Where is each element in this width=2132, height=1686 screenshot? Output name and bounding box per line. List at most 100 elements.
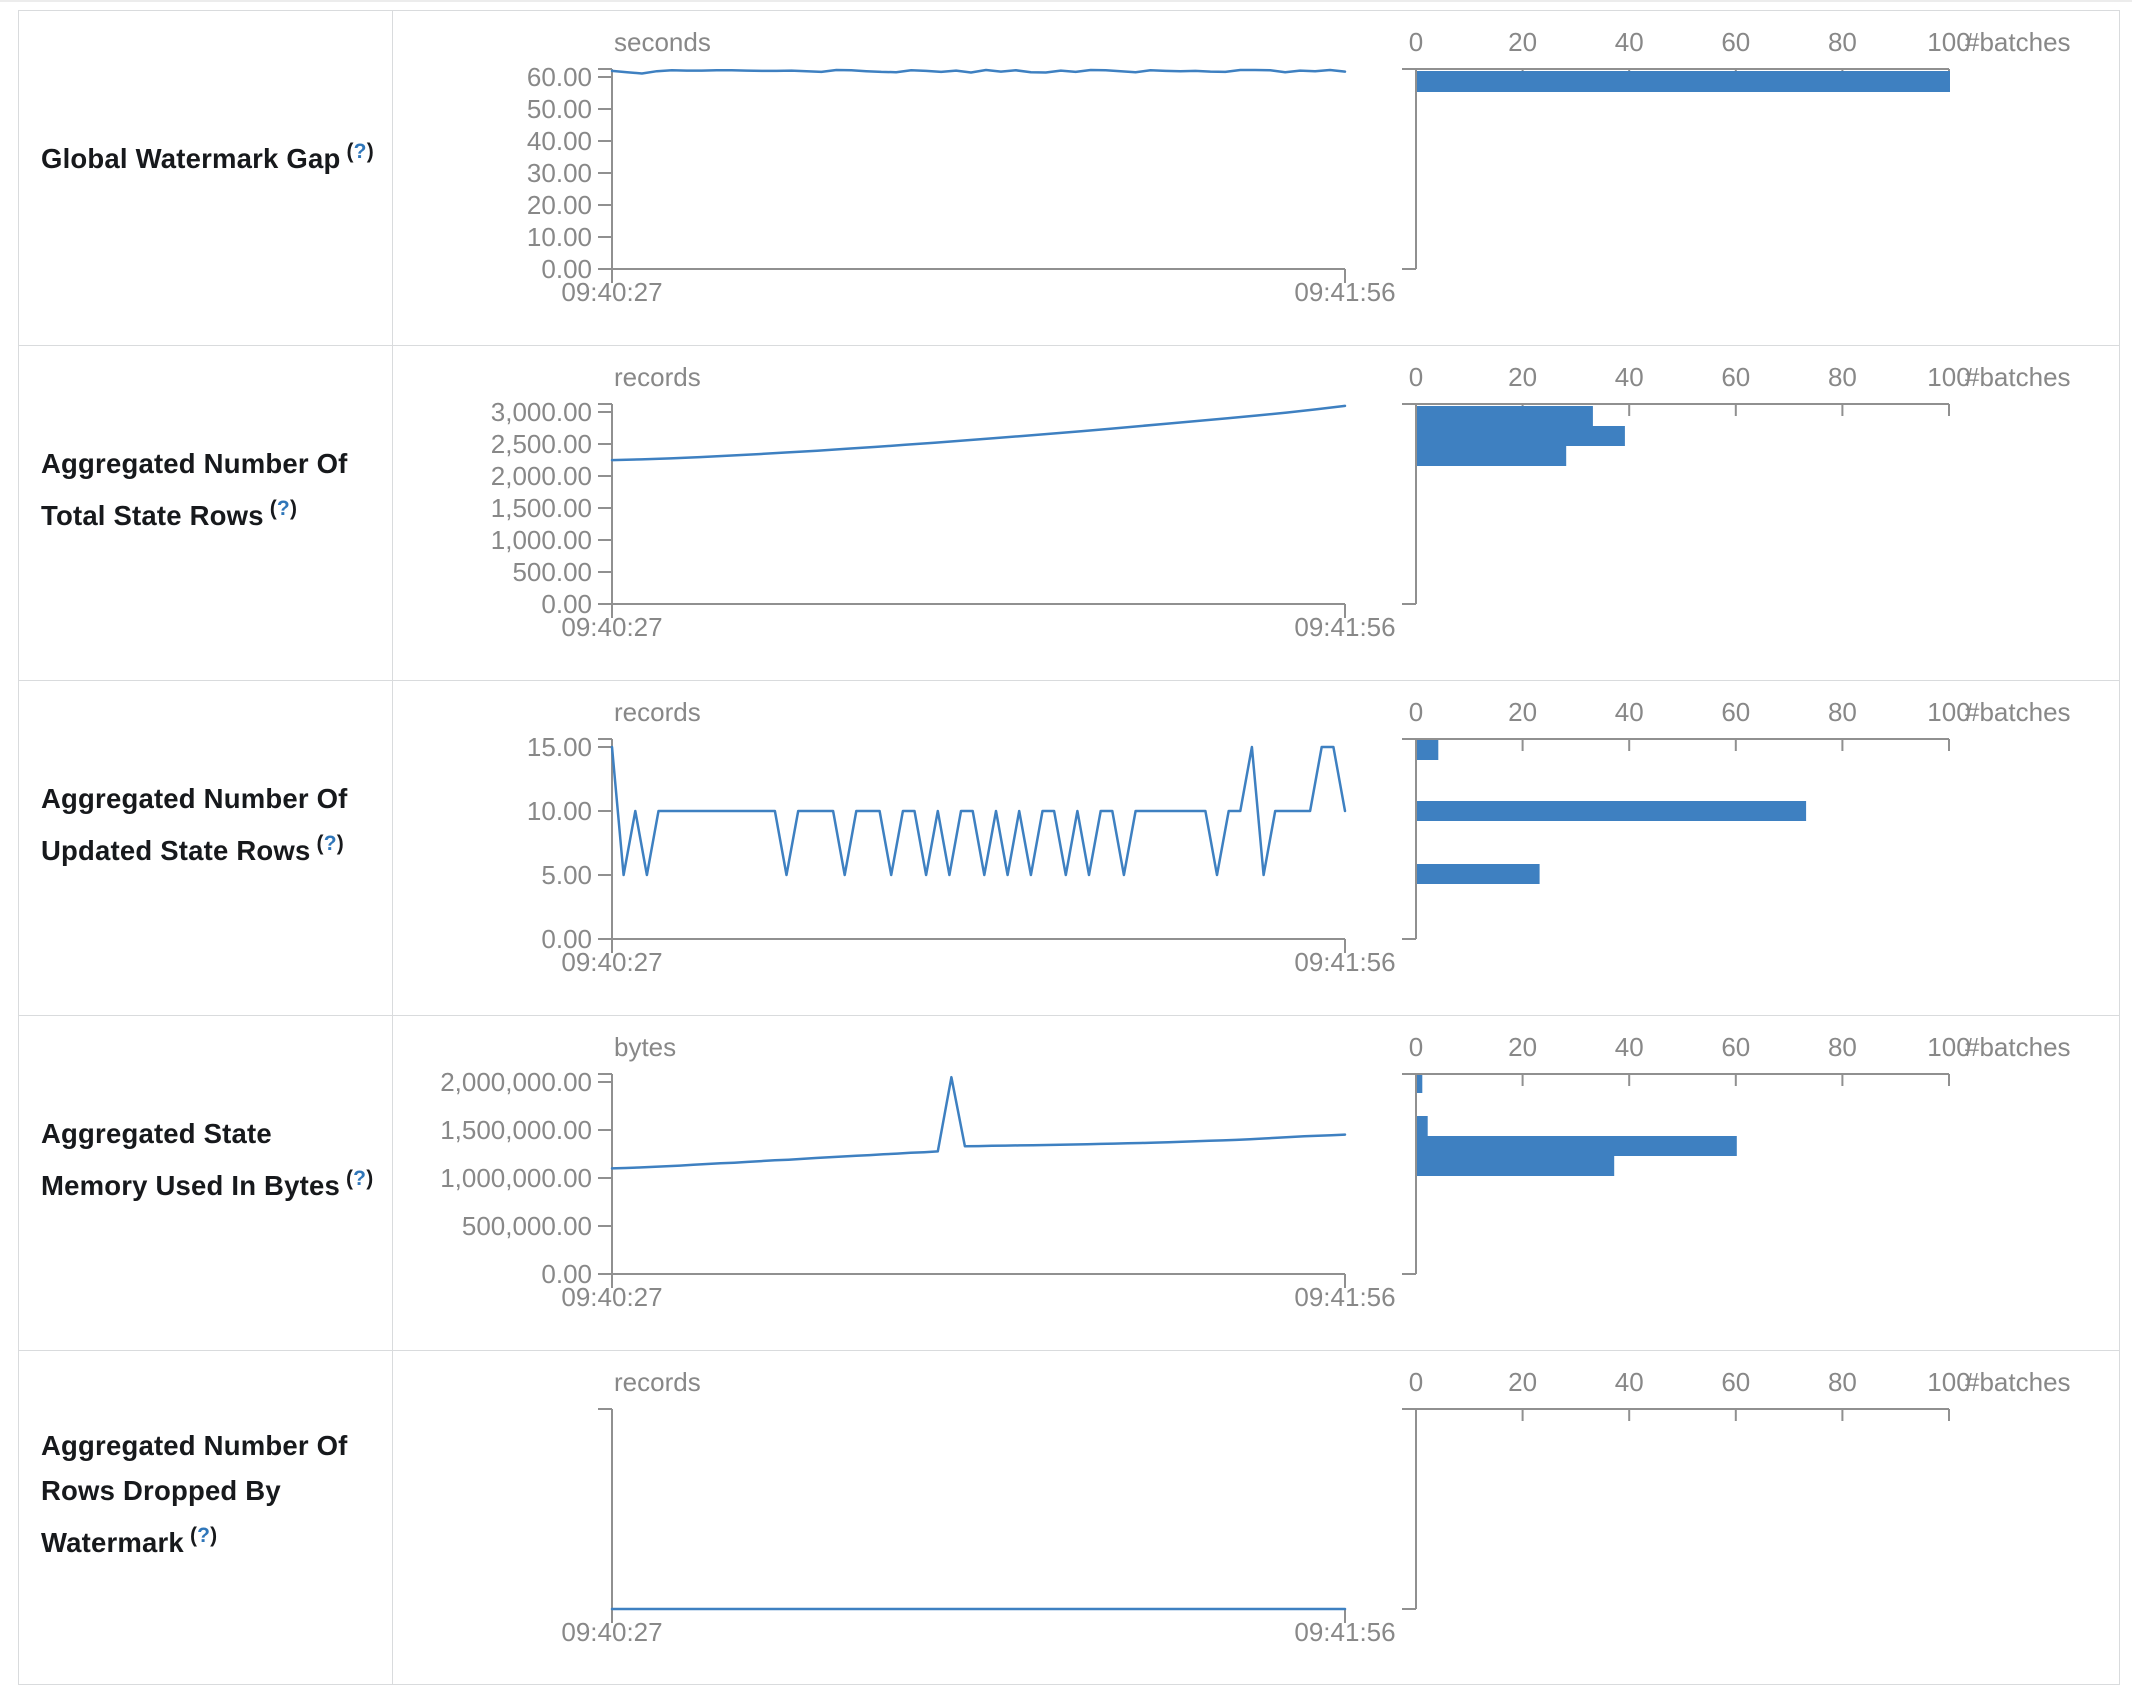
svg-text:09:40:27: 09:40:27 xyxy=(561,947,662,977)
metric-label-cell: Aggregated Number Of Total State Rows (?) xyxy=(19,346,393,680)
svg-text:10.00: 10.00 xyxy=(527,796,592,826)
help-question-icon[interactable]: ? xyxy=(197,1524,211,1548)
svg-text:20: 20 xyxy=(1508,1367,1537,1397)
help-tooltip[interactable]: (?) xyxy=(346,139,374,163)
svg-text:100: 100 xyxy=(1927,697,1970,727)
metric-label-cell: Aggregated State Memory Used In Bytes (?) xyxy=(19,1016,393,1350)
svg-text:2,000,000.00: 2,000,000.00 xyxy=(440,1067,592,1097)
chart-cell: records 09:40:27 09:41:56 0 20 40 60 80 100 #batc… xyxy=(393,1351,2119,1684)
metric-label-cell: Global Watermark Gap (?) xyxy=(19,11,393,345)
svg-text:0: 0 xyxy=(1409,1032,1423,1062)
svg-text:60: 60 xyxy=(1721,1367,1750,1397)
metric-name: Aggregated Number Of Total State Rows xyxy=(41,448,348,532)
metric-label-cell: Aggregated Number Of Rows Dropped By Wat… xyxy=(19,1351,393,1684)
svg-text:09:41:56: 09:41:56 xyxy=(1294,277,1395,307)
svg-text:40: 40 xyxy=(1615,27,1644,57)
help-question-icon[interactable]: ? xyxy=(353,139,367,163)
help-tooltip[interactable]: (?) xyxy=(189,1524,218,1548)
streaming-metrics-table: Global Watermark Gap (?) seconds 60.00 50.0… xyxy=(18,10,2120,1685)
svg-text:09:40:27: 09:40:27 xyxy=(561,277,662,307)
metric-row-updated-state-rows: Aggregated Number Of Updated State Rows(… xyxy=(19,681,2119,1016)
svg-text:records: records xyxy=(614,1367,701,1397)
svg-text:5.00: 5.00 xyxy=(541,860,592,890)
svg-text:60: 60 xyxy=(1721,362,1750,392)
help-tooltip[interactable]: (?) xyxy=(345,1167,374,1191)
metric-label: Global Watermark Gap (?) xyxy=(41,129,374,181)
svg-text:2,000.00: 2,000.00 xyxy=(491,461,592,491)
svg-text:0.00: 0.00 xyxy=(541,254,592,284)
svg-text:20: 20 xyxy=(1508,697,1537,727)
svg-text:80: 80 xyxy=(1828,362,1857,392)
svg-text:80: 80 xyxy=(1828,1032,1857,1062)
svg-text:60: 60 xyxy=(1721,1032,1750,1062)
svg-text:20.00: 20.00 xyxy=(527,190,592,220)
chart-cell: records 15.00 10.00 5.00 0.00 09:40:27 09:41:5… xyxy=(393,681,2119,1015)
svg-text:09:40:27: 09:40:27 xyxy=(561,612,662,642)
metric-name: Aggregated Number Of Rows Dropped By Wat… xyxy=(41,1430,348,1559)
svg-text:100: 100 xyxy=(1927,1367,1970,1397)
metric-label-cell: Aggregated Number Of Updated State Rows(… xyxy=(19,681,393,1015)
svg-text:60: 60 xyxy=(1721,27,1750,57)
help-question-icon[interactable]: ? xyxy=(276,497,290,521)
svg-text:3,000.00: 3,000.00 xyxy=(491,397,592,427)
svg-text:40: 40 xyxy=(1615,362,1644,392)
page-top-divider xyxy=(0,0,2132,2)
svg-text:#batches: #batches xyxy=(1965,697,2071,727)
svg-text:1,000.00: 1,000.00 xyxy=(491,525,592,555)
svg-text:40: 40 xyxy=(1615,1032,1644,1062)
timeline-and-histogram-chart-total-state-rows: records3,000.002,500.002,000.001,500.001… xyxy=(491,362,2071,642)
metric-label: Aggregated Number Of Updated State Rows(… xyxy=(41,776,376,873)
metric-row-total-state-rows: Aggregated Number Of Total State Rows (?)… xyxy=(19,346,2119,681)
svg-text:80: 80 xyxy=(1828,697,1857,727)
chart-cell: records 3,000.00 2,500.00 2,000.00 1,500.00 1… xyxy=(393,346,2119,680)
metric-row-state-memory-used: Aggregated State Memory Used In Bytes (?)… xyxy=(19,1016,2119,1351)
timeline-and-histogram-chart-rows-dropped: records 09:40:27 09:41:56 0 20 40 60 80 100#batc… xyxy=(561,1367,2071,1647)
svg-text:records: records xyxy=(614,697,701,727)
svg-text:09:40:27: 09:40:27 xyxy=(561,1617,662,1647)
svg-text:records: records xyxy=(614,362,701,392)
metric-label: Aggregated State Memory Used In Bytes (?) xyxy=(41,1111,376,1208)
metric-name: Aggregated Number Of Updated State Rows xyxy=(41,783,348,867)
svg-text:15.00: 15.00 xyxy=(527,732,592,762)
svg-text:09:41:56: 09:41:56 xyxy=(1294,1282,1395,1312)
svg-text:#batches: #batches xyxy=(1965,1367,2071,1397)
svg-text:20: 20 xyxy=(1508,1032,1537,1062)
svg-text:100: 100 xyxy=(1927,27,1970,57)
metric-name: Aggregated State Memory Used In Bytes xyxy=(41,1118,340,1202)
svg-text:1,000,000.00: 1,000,000.00 xyxy=(440,1163,592,1193)
timeline-and-histogram-chart-global-watermark-gap: seconds 60.0050.0040.0030.0020.0010.000.0… xyxy=(527,27,2071,307)
svg-text:500,000.00: 500,000.00 xyxy=(462,1211,592,1241)
metric-row-global-watermark-gap: Global Watermark Gap (?) seconds 60.00 50.0… xyxy=(19,11,2119,346)
svg-text:0.00: 0.00 xyxy=(541,1259,592,1289)
timeline-and-histogram-chart-state-memory-used: bytes 2,000,000.00 1,500,000.00 1,000,000.0… xyxy=(440,1032,2071,1312)
svg-text:#batches: #batches xyxy=(1965,27,2071,57)
svg-text:40: 40 xyxy=(1615,697,1644,727)
svg-text:500.00: 500.00 xyxy=(512,557,592,587)
svg-text:10.00: 10.00 xyxy=(527,222,592,252)
svg-text:0.00: 0.00 xyxy=(541,924,592,954)
svg-text:2,500.00: 2,500.00 xyxy=(491,429,592,459)
svg-text:60.00: 60.00 xyxy=(527,62,592,92)
help-tooltip[interactable]: (?) xyxy=(269,497,298,521)
svg-text:100: 100 xyxy=(1927,1032,1970,1062)
svg-text:40: 40 xyxy=(1615,1367,1644,1397)
metric-label: Aggregated Number Of Rows Dropped By Wat… xyxy=(41,1423,376,1565)
svg-text:80: 80 xyxy=(1828,27,1857,57)
svg-text:30.00: 30.00 xyxy=(527,158,592,188)
svg-text:20: 20 xyxy=(1508,27,1537,57)
svg-text:0.00: 0.00 xyxy=(541,589,592,619)
svg-text:100: 100 xyxy=(1927,362,1970,392)
svg-text:09:41:56: 09:41:56 xyxy=(1294,947,1395,977)
svg-text:#batches: #batches xyxy=(1965,1032,2071,1062)
metric-row-rows-dropped-by-watermark: Aggregated Number Of Rows Dropped By Wat… xyxy=(19,1351,2119,1684)
help-question-icon[interactable]: ? xyxy=(323,832,337,856)
svg-text:1,500,000.00: 1,500,000.00 xyxy=(440,1115,592,1145)
metric-label: Aggregated Number Of Total State Rows (?) xyxy=(41,441,376,538)
svg-text:50.00: 50.00 xyxy=(527,94,592,124)
svg-text:0: 0 xyxy=(1409,27,1423,57)
svg-text:0: 0 xyxy=(1409,1367,1423,1397)
help-question-icon[interactable]: ? xyxy=(353,1167,367,1191)
svg-text:09:41:56: 09:41:56 xyxy=(1294,612,1395,642)
svg-text:bytes: bytes xyxy=(614,1032,676,1062)
help-tooltip[interactable]: (?) xyxy=(316,832,344,856)
